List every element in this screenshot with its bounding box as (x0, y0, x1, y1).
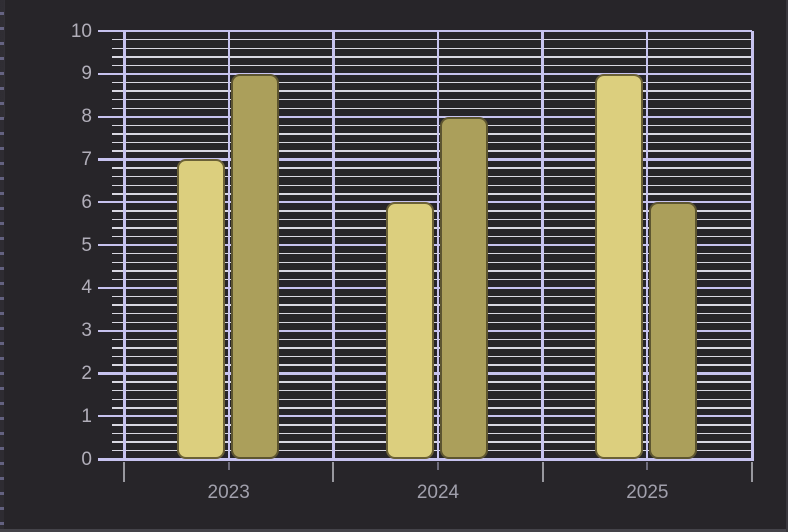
bar (649, 202, 698, 459)
major-gridline-horizontal (98, 115, 752, 118)
y-tick-label: 4 (81, 277, 92, 299)
y-tick-label: 0 (81, 448, 92, 470)
minor-gridline-horizontal (112, 56, 752, 58)
minor-gridline-horizontal (112, 133, 752, 135)
vertical-gridline-boundary (331, 31, 335, 461)
x-axis-major-tick (332, 462, 335, 482)
x-axis-minor-tick (646, 462, 649, 470)
x-tick-label: 2023 (207, 482, 250, 503)
bar (230, 73, 279, 459)
x-axis-major-tick (541, 462, 544, 482)
x-axis-major-tick (751, 462, 753, 482)
major-gridline-horizontal (98, 158, 752, 161)
minor-gridline-horizontal (112, 184, 752, 186)
minor-gridline-horizontal (112, 167, 752, 169)
minor-gridline-horizontal (112, 47, 752, 49)
minor-gridline-horizontal (112, 176, 752, 178)
x-axis-minor-tick (227, 462, 230, 470)
bar (595, 73, 644, 459)
x-axis-major-tick (123, 462, 125, 482)
minor-gridline-horizontal (112, 39, 752, 41)
y-tick-label: 2 (81, 362, 92, 384)
y-tick-label: 8 (81, 106, 92, 128)
y-tick-label: 3 (81, 320, 92, 342)
y-tick-label: 10 (70, 20, 92, 42)
y-tick-label: 5 (81, 234, 92, 256)
x-tick-label: 2024 (416, 482, 460, 503)
minor-gridline-horizontal (112, 64, 752, 67)
y-tick-label: 6 (81, 191, 92, 213)
vertical-gridline-center (227, 31, 230, 461)
vertical-gridline-boundary (541, 31, 545, 461)
bar (440, 116, 488, 459)
x-tick-label: 2025 (626, 482, 669, 503)
minor-gridline-horizontal (112, 107, 752, 109)
minor-gridline-horizontal (112, 193, 752, 195)
bar (176, 159, 225, 459)
bottom-edge (0, 529, 788, 532)
vertical-gridline-center (646, 31, 649, 461)
x-axis-line (98, 457, 752, 461)
minor-gridline-horizontal (112, 141, 752, 144)
y-tick-label: 1 (81, 405, 92, 427)
vertical-gridline-center (437, 31, 439, 461)
vertical-gridline-boundary (122, 31, 126, 461)
bar (386, 202, 434, 459)
minor-gridline-horizontal (112, 98, 752, 101)
right-edge (786, 0, 788, 532)
vertical-gridline-boundary (750, 31, 754, 461)
minor-gridline-horizontal (112, 150, 752, 152)
minor-gridline-horizontal (112, 81, 752, 84)
y-tick-label: 9 (81, 63, 92, 85)
major-gridline-horizontal (98, 30, 752, 33)
x-axis-minor-tick (437, 462, 439, 470)
left-edge-strip (0, 0, 4, 532)
y-tick-label: 7 (81, 148, 92, 170)
minor-gridline-horizontal (112, 90, 752, 92)
major-gridline-horizontal (98, 72, 752, 75)
minor-gridline-horizontal (112, 124, 752, 127)
